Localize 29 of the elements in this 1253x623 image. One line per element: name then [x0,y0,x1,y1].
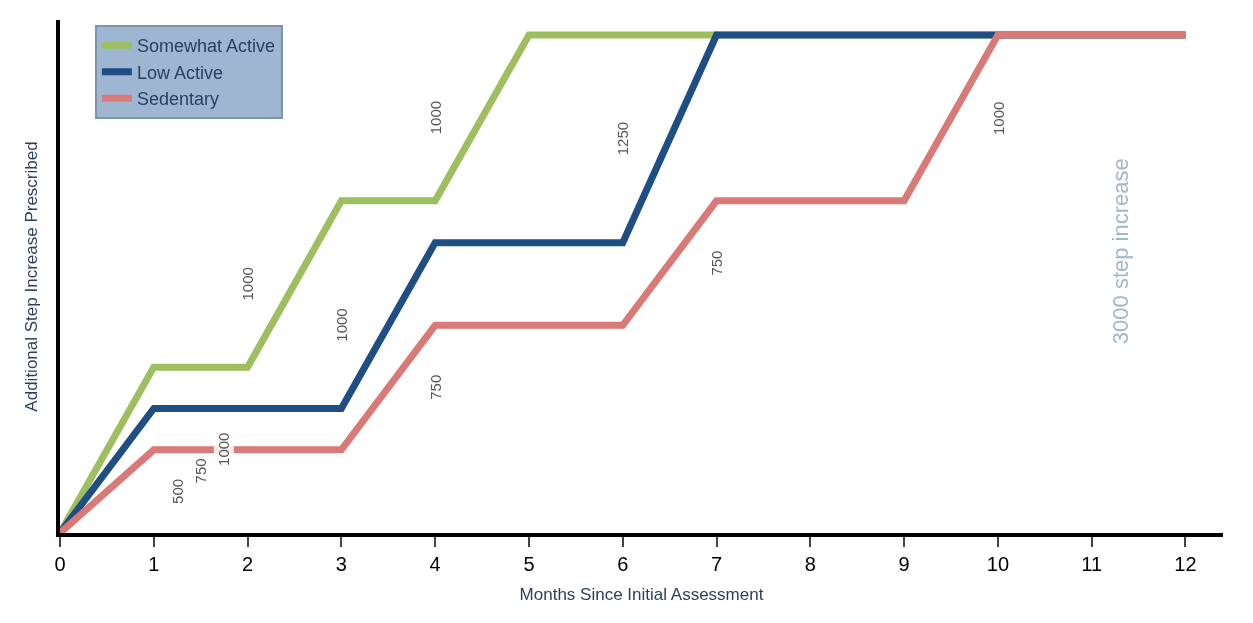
annotation: 750 [191,458,209,484]
x-tick-label: 12 [1174,553,1197,575]
x-tick-label: 7 [710,553,723,575]
annotation: 750 [426,374,444,400]
annotation: 3000 step increase [1108,158,1134,345]
x-tick-label: 6 [617,553,629,575]
x-tick-label: 10 [986,553,1010,575]
annotation: 1000 [989,101,1007,136]
annotation: 500 [168,478,186,504]
annotation: 1250 [614,121,632,156]
x-tick-label: 2 [242,553,254,575]
legend-label: Somewhat Active [136,36,275,57]
y-axis-title: Additional Step Increase Prescribed [22,141,42,412]
annotation: 1000 [238,267,256,301]
annotation: 750 [708,250,726,276]
x-tick-label: 11 [1081,553,1103,575]
legend-label: Low Active [136,62,223,83]
x-axis-title: Months Since Initial Assessment [519,584,764,604]
annotation: 1000 [333,308,351,342]
annotation: 1000 [427,100,445,135]
x-tick-label: 5 [523,553,535,575]
x-tick-label: 9 [898,553,910,575]
x-tick-label: 3 [335,553,347,575]
x-tick-label: 0 [54,553,66,575]
legend-label: Sedentary [136,89,219,110]
x-tick-label: 8 [804,553,816,575]
x-tick-label: 4 [429,553,441,575]
x-tick-label: 1 [148,553,160,575]
annotation: 1000 [215,432,233,466]
